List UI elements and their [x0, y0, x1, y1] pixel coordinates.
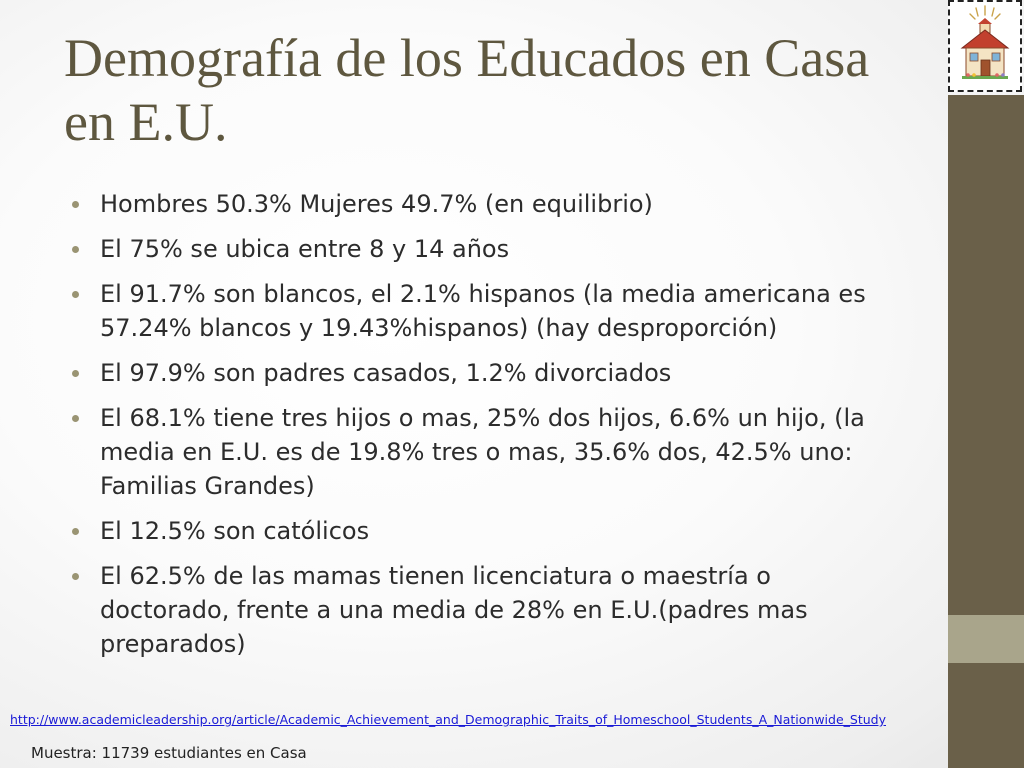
side-band-bottom	[948, 663, 1024, 768]
list-item: El 12.5% son católicos	[72, 514, 905, 548]
side-band-dark	[948, 95, 1024, 615]
bullet-icon	[72, 201, 79, 208]
list-item: El 97.9% son padres casados, 1.2% divorc…	[72, 356, 905, 390]
bullet-text: Hombres 50.3% Mujeres 49.7% (en equilibr…	[100, 190, 653, 218]
bullet-text: El 62.5% de las mamas tienen licenciatur…	[100, 562, 808, 658]
bullet-list: Hombres 50.3% Mujeres 49.7% (en equilibr…	[72, 187, 905, 672]
bullet-icon	[72, 246, 79, 253]
bullet-text: El 12.5% son católicos	[100, 517, 370, 545]
bullet-text: El 97.9% son padres casados, 1.2% divorc…	[100, 359, 672, 387]
source-link[interactable]: http://www.academicleadership.org/articl…	[10, 712, 886, 727]
schoolhouse-icon	[948, 0, 1022, 92]
sample-note: Muestra: 11739 estudiantes en Casa	[31, 744, 307, 762]
list-item: Hombres 50.3% Mujeres 49.7% (en equilibr…	[72, 187, 905, 221]
side-band-light	[948, 615, 1024, 663]
bullet-text: El 91.7% son blancos, el 2.1% hispanos (…	[100, 280, 866, 342]
list-item: El 68.1% tiene tres hijos o mas, 25% dos…	[72, 401, 905, 503]
bullet-icon	[72, 573, 79, 580]
bullet-icon	[72, 415, 79, 422]
list-item: El 62.5% de las mamas tienen licenciatur…	[72, 559, 905, 661]
bullet-text: El 75% se ubica entre 8 y 14 años	[100, 235, 510, 263]
slide-title: Demografía de los Educados en Casa en E.…	[64, 28, 870, 152]
list-item: El 91.7% son blancos, el 2.1% hispanos (…	[72, 277, 905, 345]
bullet-icon	[72, 528, 79, 535]
bullet-icon	[72, 370, 79, 377]
bullet-icon	[72, 291, 79, 298]
bullet-text: El 68.1% tiene tres hijos o mas, 25% dos…	[100, 404, 865, 500]
list-item: El 75% se ubica entre 8 y 14 años	[72, 232, 905, 266]
